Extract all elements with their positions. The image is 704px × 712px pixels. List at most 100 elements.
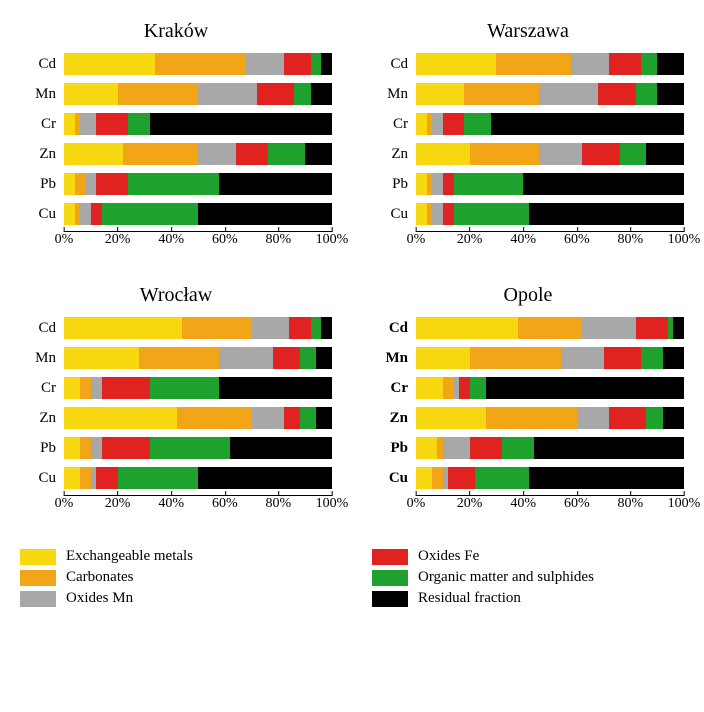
stacked-bar <box>416 317 684 339</box>
metal-row-cu: Cu <box>372 203 684 225</box>
segment-residual <box>646 143 684 165</box>
metal-row-mn: Mn <box>20 347 332 369</box>
metal-row-cr: Cr <box>20 377 332 399</box>
segment-exchangeable <box>416 347 470 369</box>
stacked-bar <box>416 53 684 75</box>
segment-exchangeable <box>416 437 437 459</box>
segment-exchangeable <box>64 113 75 135</box>
segment-residual <box>321 317 332 339</box>
x-tick: 60% <box>564 232 590 248</box>
x-axis: 0%20%40%60%80%100% <box>64 231 332 254</box>
segment-exchangeable <box>416 113 427 135</box>
segment-oxides_fe <box>96 173 128 195</box>
segment-residual <box>663 407 684 429</box>
segment-oxides_fe <box>289 317 310 339</box>
ylabel: Mn <box>20 86 64 103</box>
panel-warszawa: WarszawaCdMnCrZnPbCu0%20%40%60%80%100% <box>372 20 684 254</box>
segment-organic <box>118 467 198 489</box>
metal-row-cd: Cd <box>20 53 332 75</box>
segment-oxides_fe <box>284 53 311 75</box>
stacked-bar <box>64 203 332 225</box>
segment-exchangeable <box>416 53 496 75</box>
segment-oxides_fe <box>582 143 620 165</box>
segment-oxides_fe <box>459 377 470 399</box>
ylabel: Pb <box>20 176 64 193</box>
metal-row-mn: Mn <box>372 347 684 369</box>
segment-organic <box>641 53 657 75</box>
segment-carbonates <box>432 467 443 489</box>
legend-item-carbonates: Carbonates <box>20 569 332 586</box>
segment-organic <box>636 83 657 105</box>
metal-row-cr: Cr <box>372 377 684 399</box>
panel-title: Wrocław <box>20 284 332 307</box>
segment-residual <box>198 467 332 489</box>
legend-right-col: Oxides FeOrganic matter and sulphidesRes… <box>372 548 684 607</box>
ylabel: Mn <box>372 350 416 367</box>
ylabel: Pb <box>20 440 64 457</box>
segment-carbonates <box>470 347 561 369</box>
segment-carbonates <box>139 347 219 369</box>
legend-label: Organic matter and sulphides <box>418 569 594 586</box>
legend: Exchangeable metalsCarbonatesOxides Mn O… <box>20 548 684 607</box>
stacked-bar <box>64 173 332 195</box>
segment-residual <box>657 53 684 75</box>
legend-left-col: Exchangeable metalsCarbonatesOxides Mn <box>20 548 332 607</box>
ylabel: Cu <box>372 470 416 487</box>
segment-exchangeable <box>64 143 123 165</box>
segment-exchangeable <box>64 317 182 339</box>
ylabel: Cu <box>372 206 416 223</box>
segment-residual <box>321 53 332 75</box>
legend-swatch <box>372 549 408 565</box>
panel-opole: OpoleCdMnCrZnPbCu0%20%40%60%80%100% <box>372 284 684 518</box>
legend-item-oxides_mn: Oxides Mn <box>20 590 332 607</box>
segment-oxides_mn <box>80 113 96 135</box>
segment-exchangeable <box>64 437 80 459</box>
segment-oxides_mn <box>539 143 582 165</box>
segment-exchangeable <box>64 53 155 75</box>
segment-oxides_mn <box>219 347 273 369</box>
segment-residual <box>657 83 684 105</box>
segment-residual <box>316 407 332 429</box>
x-tick: 100% <box>668 232 701 248</box>
stacked-bar <box>64 407 332 429</box>
x-axis: 0%20%40%60%80%100% <box>64 495 332 518</box>
segment-organic <box>268 143 306 165</box>
segment-organic <box>641 347 662 369</box>
x-tick: 40% <box>158 232 184 248</box>
segment-organic <box>300 347 316 369</box>
segment-oxides_fe <box>448 467 475 489</box>
segment-residual <box>491 113 684 135</box>
segment-oxides_mn <box>252 407 284 429</box>
x-tick: 80% <box>266 496 292 512</box>
metal-row-cr: Cr <box>20 113 332 135</box>
stacked-bar <box>416 347 684 369</box>
segment-oxides_fe <box>443 173 454 195</box>
segment-residual <box>305 143 332 165</box>
segment-oxides_fe <box>102 437 150 459</box>
x-tick: 0% <box>407 232 426 248</box>
segment-oxides_mn <box>432 173 443 195</box>
segment-residual <box>230 437 332 459</box>
x-tick: 100% <box>316 232 349 248</box>
ylabel: Cr <box>20 380 64 397</box>
legend-item-residual: Residual fraction <box>372 590 684 607</box>
segment-oxides_fe <box>609 53 641 75</box>
metal-row-pb: Pb <box>20 437 332 459</box>
segment-oxides_mn <box>571 53 609 75</box>
legend-label: Carbonates <box>66 569 133 586</box>
segment-carbonates <box>118 83 198 105</box>
segment-carbonates <box>80 467 91 489</box>
panel-title: Opole <box>372 284 684 307</box>
ylabel: Mn <box>372 86 416 103</box>
stacked-bar <box>64 437 332 459</box>
segment-oxides_fe <box>236 143 268 165</box>
stacked-bar <box>416 203 684 225</box>
stacked-bar <box>64 317 332 339</box>
segment-carbonates <box>177 407 252 429</box>
segment-exchangeable <box>416 173 427 195</box>
segment-carbonates <box>470 143 540 165</box>
chart-grid: KrakówCdMnCrZnPbCu0%20%40%60%80%100%Wars… <box>20 20 684 518</box>
stacked-bar <box>416 377 684 399</box>
ylabel: Cd <box>372 320 416 337</box>
segment-organic <box>150 437 230 459</box>
